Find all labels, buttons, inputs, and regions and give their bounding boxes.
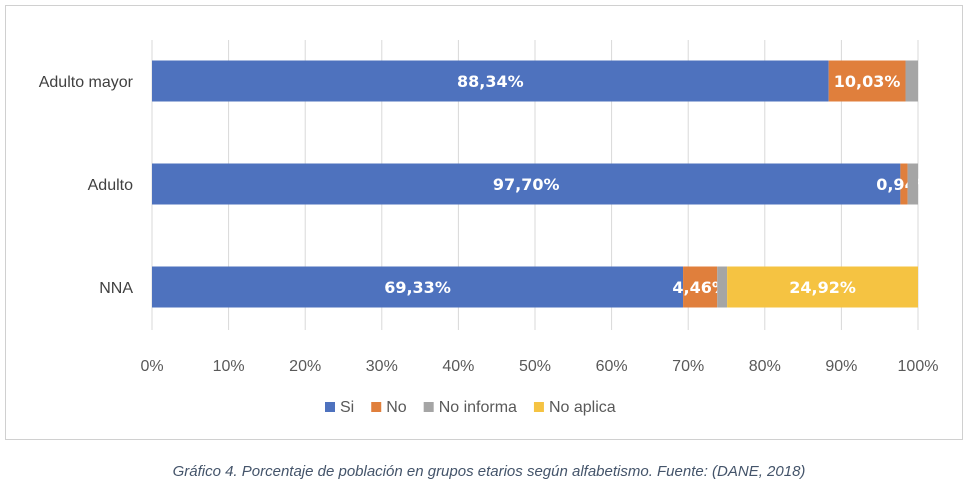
x-tick-label: 30%	[366, 358, 398, 375]
x-tick-label: 60%	[596, 358, 628, 375]
figure-caption: Gráfico 4. Porcentaje de población en gr…	[172, 463, 806, 480]
legend-label: No informa	[439, 399, 517, 416]
x-tick-label: 10%	[213, 358, 245, 375]
bar-segment-si	[152, 163, 901, 205]
bar-segment-no-aplica	[727, 266, 918, 308]
x-tick-label: 100%	[898, 358, 939, 375]
category-label: Adulto mayor	[39, 74, 134, 91]
bar-segment-si	[152, 60, 829, 102]
legend-label: No aplica	[549, 399, 616, 416]
bar-segment-no-informa	[717, 266, 728, 308]
data-label: 10,03%	[834, 72, 901, 91]
x-tick-label: 20%	[289, 358, 321, 375]
stacked-bar-chart: 0% 10% 20% 30% 40% 50% 60% 70% 80% 90% 100% Adulto …	[39, 40, 939, 416]
data-label: 88,34%	[457, 72, 524, 91]
x-tick-label: 90%	[825, 358, 857, 375]
legend-swatch	[533, 402, 544, 412]
category-label: Adulto	[88, 177, 133, 194]
x-tick-label: 0%	[140, 358, 163, 375]
bar-segment-no-informa	[907, 163, 918, 205]
data-label: 97,70%	[493, 175, 560, 194]
chart-area	[5, 5, 963, 440]
bar-segment-no	[900, 163, 908, 205]
legend-label: No	[386, 399, 407, 416]
data-label: 4,46%	[672, 278, 728, 297]
x-tick-label: 50%	[519, 358, 551, 375]
data-label: 0,94%	[876, 175, 932, 194]
x-tick-label: 40%	[442, 358, 474, 375]
bar-segment-no	[828, 60, 906, 102]
x-tick-label: 70%	[672, 358, 704, 375]
legend-swatch	[325, 402, 335, 412]
x-tick-label: 80%	[749, 358, 781, 375]
legend-swatch	[423, 402, 434, 412]
bar-segment-si	[152, 266, 684, 308]
data-label: 24,92%	[789, 278, 856, 297]
bar-segment-no	[683, 266, 718, 308]
bar-segment-no-informa	[905, 60, 918, 102]
legend-swatch	[371, 402, 382, 412]
legend-label: Si	[340, 399, 354, 416]
data-label: 69,33%	[384, 278, 451, 297]
category-label: NNA	[99, 280, 133, 297]
